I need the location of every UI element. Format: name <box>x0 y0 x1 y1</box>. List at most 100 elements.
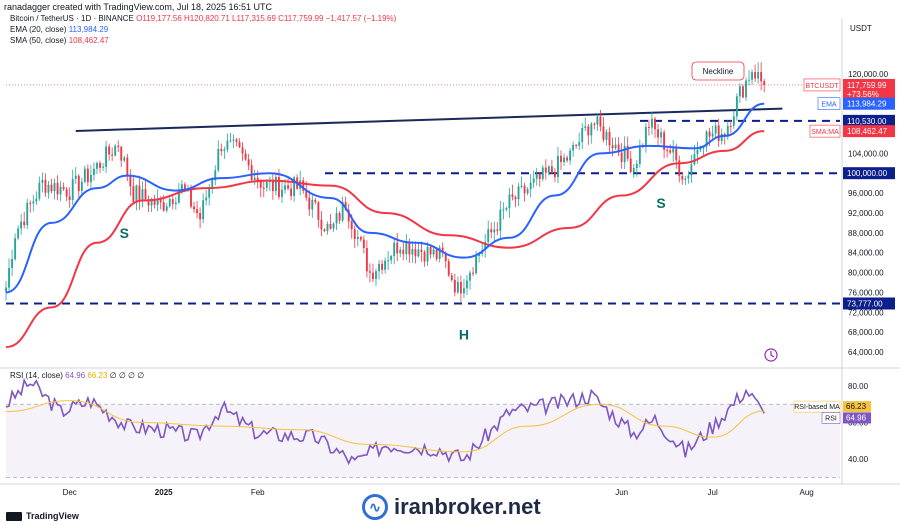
candle-body <box>220 148 223 152</box>
candle-body <box>553 171 556 178</box>
symbol-info: Bitcoin / TetherUS · 1D · BINANCE O119,1… <box>10 14 396 23</box>
candle-body <box>635 163 638 169</box>
candle-body <box>20 221 23 229</box>
candle-body <box>159 198 162 203</box>
candle-body <box>11 259 14 268</box>
candle-body <box>262 187 265 189</box>
candle-body <box>626 145 629 159</box>
candle-body <box>132 186 135 202</box>
candle-body <box>538 173 541 180</box>
candle-body <box>511 194 514 197</box>
candle-body <box>654 118 656 130</box>
candle-body <box>632 168 635 173</box>
candle-body <box>105 146 108 167</box>
candle-body <box>456 282 459 293</box>
candle-body <box>17 228 20 239</box>
price-badge <box>843 97 895 110</box>
candle-body <box>65 189 68 197</box>
candle-body <box>472 272 474 274</box>
axis-currency-label: USDT <box>850 24 872 33</box>
candle-body <box>177 192 180 203</box>
candle-body <box>499 209 502 231</box>
tradingview-text: TradingView <box>26 511 79 521</box>
pattern-label: S <box>656 195 665 211</box>
candle-body <box>193 206 195 210</box>
rsi-value-badge <box>843 412 871 424</box>
candle-body <box>417 249 420 257</box>
ema-value: 113,984.29 <box>68 25 109 34</box>
candle-body <box>199 213 202 220</box>
neckline-callout <box>691 61 745 81</box>
candle-body <box>80 181 83 192</box>
candle-body <box>693 154 696 165</box>
candle-body <box>150 199 153 206</box>
candle-body <box>696 149 699 155</box>
price-badge-text: 113,984.29 <box>847 100 887 109</box>
candle-body <box>569 150 572 161</box>
symbol-name[interactable]: Bitcoin / TetherUS · 1D · BINANCE <box>10 14 134 23</box>
candle-body <box>745 80 747 98</box>
candle-body <box>517 186 520 200</box>
candle-body <box>675 148 678 161</box>
level-price-label: 73,777.00 <box>847 299 883 308</box>
candle-body <box>550 166 553 172</box>
candle-body <box>638 145 641 164</box>
candle-body <box>463 288 465 294</box>
alert-clock-icon <box>764 348 778 362</box>
rsi-ma-value: 66.23 <box>87 371 108 380</box>
price-tick-label: 104,000.00 <box>848 149 889 158</box>
price-tick-label: 68,000.00 <box>848 328 884 337</box>
candle-body <box>596 116 599 125</box>
price-tick-label: 88,000.00 <box>848 229 884 238</box>
candle-body <box>350 221 353 230</box>
candle-body <box>38 182 41 199</box>
candle-body <box>529 182 532 190</box>
candle-body <box>162 202 165 211</box>
candle-body <box>293 177 296 197</box>
candle-body <box>732 116 735 126</box>
candle-body <box>190 188 192 207</box>
rsi-legend[interactable]: RSI (14, close) 64.96 66.23 ∅ ∅ ∅ ∅ <box>10 371 144 380</box>
candle-body <box>408 242 411 255</box>
rsi-tick-label: 40.00 <box>848 455 869 464</box>
tradingview-logo[interactable]: TradingView <box>6 511 79 521</box>
ema-legend[interactable]: EMA (20, close) 113,984.29 <box>10 25 108 34</box>
price-tick-label: 80,000.00 <box>848 269 884 278</box>
candle-body <box>229 140 232 142</box>
candle-body <box>757 72 760 79</box>
candle-body <box>174 202 177 205</box>
candle-body <box>423 251 426 262</box>
rsi-badge-tag <box>821 412 841 424</box>
pattern-label: S <box>120 225 129 241</box>
candle-body <box>575 144 578 146</box>
pattern-label: H <box>459 327 469 343</box>
candle-body <box>356 237 359 240</box>
candle-body <box>232 139 235 141</box>
candle-body <box>405 242 408 255</box>
candle-body <box>362 239 365 249</box>
price-badge-text: 117,759.99 <box>847 81 887 90</box>
level-price-label: 110,530.00 <box>847 117 887 126</box>
candle-body <box>23 221 26 226</box>
candle-body <box>666 149 669 151</box>
candles <box>5 62 766 302</box>
candle-body <box>584 126 587 128</box>
rsi-badge-tag <box>793 400 841 413</box>
candle-body <box>760 72 763 82</box>
candle-body <box>496 229 499 231</box>
candle-body <box>572 144 575 151</box>
candle-body <box>593 123 596 125</box>
candle-body <box>153 199 156 205</box>
candle-body <box>308 197 311 210</box>
candle-body <box>738 86 741 97</box>
candle-body <box>35 198 38 202</box>
rsi-band <box>6 404 840 478</box>
ema-label: EMA (20, close) <box>10 25 67 34</box>
sma-legend[interactable]: SMA (50, close) 108,462.47 <box>10 36 109 45</box>
candle-body <box>581 127 584 143</box>
candle-body <box>196 209 199 214</box>
candle-body <box>478 253 481 256</box>
candle-body <box>53 182 56 192</box>
candle-body <box>402 249 405 255</box>
